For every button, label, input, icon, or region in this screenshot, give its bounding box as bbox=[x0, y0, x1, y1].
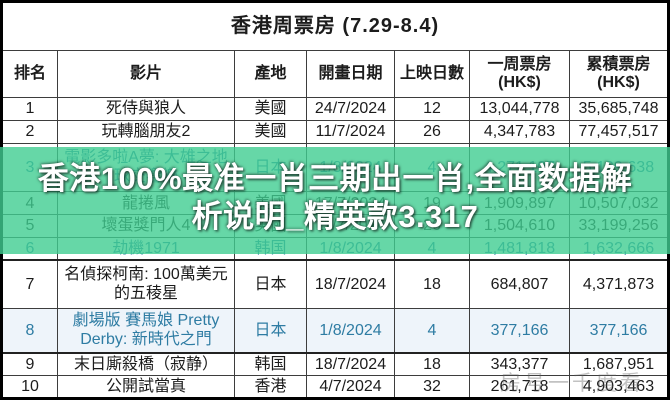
table-row: 7 名偵探柯南: 100萬美元的五稜星 日本 18/7/2024 18 684,… bbox=[1, 258, 670, 309]
cell-release-date: 11/7/2024 bbox=[306, 119, 395, 144]
cell-release-date: 17/7/2024 bbox=[306, 191, 395, 215]
table-row: 5 壞蛋獎門人4 美國 11/7/2024 26 1,504,610 33,19… bbox=[1, 213, 670, 238]
cell-weekly-gross: 13,044,778 bbox=[469, 97, 570, 121]
cell-film: 劫機1971 bbox=[57, 236, 235, 261]
cell-film: 名偵探柯南: 100萬美元的五稜星 bbox=[57, 258, 235, 309]
cell-rank: 8 bbox=[1, 307, 58, 354]
cell-weekly-gross: 4,271,107 bbox=[469, 142, 570, 193]
cell-days: 26 bbox=[394, 119, 470, 144]
cell-total-gross: 4,371,873 bbox=[568, 258, 670, 309]
cell-weekly-gross: 377,166 bbox=[469, 307, 570, 354]
cell-film: 劇場版 賽馬娘 Pretty Derby: 新時代之門 bbox=[57, 307, 235, 354]
cell-rank: 2 bbox=[1, 119, 58, 144]
cell-release-date: 24/7/2024 bbox=[306, 97, 395, 121]
cell-release-date: 18/7/2024 bbox=[306, 351, 395, 377]
col-header-weekly-gross: 一周票房 (HK$) bbox=[469, 49, 570, 99]
cell-film: 死侍與狼人 bbox=[57, 97, 235, 121]
cell-rank: 6 bbox=[1, 236, 58, 261]
cell-origin: 香港 bbox=[234, 375, 307, 399]
table-row: 2 玩轉腦朋友2 美國 11/7/2024 26 4,347,783 77,45… bbox=[1, 119, 670, 144]
cell-release-date: 11/7/2024 bbox=[306, 213, 395, 238]
cell-rank: 3 bbox=[1, 142, 58, 193]
cell-rank: 5 bbox=[1, 213, 58, 238]
col-header-release-date: 開畫日期 bbox=[306, 49, 395, 99]
cell-origin: 日本 bbox=[234, 142, 307, 193]
cell-origin: 日本 bbox=[234, 258, 307, 309]
cell-days: 18 bbox=[394, 258, 470, 309]
cell-days: 4 bbox=[394, 236, 470, 261]
cell-film: 龍捲風 bbox=[57, 191, 235, 215]
cell-film: 末日廝殺橋（寂静） bbox=[57, 351, 235, 377]
cell-days: 4 bbox=[394, 142, 470, 193]
cell-origin: 美國 bbox=[234, 119, 307, 144]
cell-film: 玩轉腦朋友2 bbox=[57, 119, 235, 144]
cell-total-gross: 1,687,951 bbox=[568, 351, 670, 377]
cell-weekly-gross: 1,481,818 bbox=[469, 236, 570, 261]
cell-release-date: 1/8/2024 bbox=[306, 142, 395, 193]
page-title: 香港周票房 (7.29-8.4) bbox=[0, 1, 670, 51]
cell-days: 19 bbox=[394, 191, 470, 215]
cell-weekly-gross: 4,347,783 bbox=[469, 119, 570, 144]
cell-origin: 美國 bbox=[234, 97, 307, 121]
cell-origin: 韩国 bbox=[234, 236, 307, 261]
col-header-origin: 產地 bbox=[234, 49, 307, 99]
table-title-row: 香港周票房 (7.29-8.4) bbox=[0, 1, 670, 51]
cell-weekly-gross: 1,504,610 bbox=[469, 213, 570, 238]
cell-release-date: 4/7/2024 bbox=[306, 375, 395, 399]
cell-total-gross: 1,632,666 bbox=[568, 236, 670, 261]
cell-total-gross: 33,199,256 bbox=[568, 213, 670, 238]
cell-total-gross: 377,166 bbox=[568, 307, 670, 354]
cell-total-gross: 4,903,463 bbox=[568, 375, 670, 399]
cell-total-gross: 10,507,032 bbox=[568, 191, 670, 215]
table-row: 10 公開試當真 香港 4/7/2024 32 261,718 4,903,46… bbox=[1, 375, 670, 399]
cell-rank: 1 bbox=[1, 97, 58, 121]
table-header-row: 排名 影片 產地 開畫日期 上映日數 一周票房 (HK$) 累積票房 (HK$) bbox=[1, 49, 670, 99]
cell-rank: 7 bbox=[1, 258, 58, 309]
table-row: 9 末日廝殺橋（寂静） 韩国 18/7/2024 18 343,377 1,68… bbox=[1, 351, 670, 377]
cell-weekly-gross: 684,807 bbox=[469, 258, 570, 309]
table-row: 3 電影多啦A夢: 大雄之地球交響樂 日本 1/8/2024 4 4,271,1… bbox=[1, 142, 670, 193]
cell-rank: 9 bbox=[1, 351, 58, 377]
cell-origin: 美國 bbox=[234, 191, 307, 215]
cell-weekly-gross: 261,718 bbox=[469, 375, 570, 399]
cell-days: 32 bbox=[394, 375, 470, 399]
cell-days: 4 bbox=[394, 307, 470, 354]
table-row: 8 劇場版 賽馬娘 Pretty Derby: 新時代之門 日本 1/8/202… bbox=[1, 307, 670, 354]
cell-total-gross: 5,199,638 bbox=[568, 142, 670, 193]
table-row: 6 劫機1971 韩国 1/8/2024 4 1,481,818 1,632,6… bbox=[1, 236, 670, 261]
cell-origin: 美國 bbox=[234, 213, 307, 238]
col-header-rank: 排名 bbox=[1, 49, 58, 99]
cell-release-date: 1/8/2024 bbox=[306, 307, 395, 354]
cell-total-gross: 77,457,517 bbox=[568, 119, 670, 144]
table-row: 1 死侍與狼人 美國 24/7/2024 12 13,044,778 35,68… bbox=[1, 97, 670, 121]
col-header-days: 上映日數 bbox=[394, 49, 470, 99]
col-header-film: 影片 bbox=[57, 49, 235, 99]
cell-days: 26 bbox=[394, 213, 470, 238]
cell-days: 18 bbox=[394, 351, 470, 377]
cell-weekly-gross: 1,909,897 bbox=[469, 191, 570, 215]
cell-rank: 10 bbox=[1, 375, 58, 399]
col-header-total-gross: 累積票房 (HK$) bbox=[568, 49, 670, 99]
table-row: 4 龍捲風 美國 17/7/2024 19 1,909,897 10,507,0… bbox=[1, 191, 670, 215]
cell-weekly-gross: 343,377 bbox=[469, 351, 570, 377]
cell-origin: 日本 bbox=[234, 307, 307, 354]
cell-release-date: 18/7/2024 bbox=[306, 258, 395, 309]
cell-film: 公開試當真 bbox=[57, 375, 235, 399]
cell-film: 壞蛋獎門人4 bbox=[57, 213, 235, 238]
cell-film: 電影多啦A夢: 大雄之地球交響樂 bbox=[57, 142, 235, 193]
cell-rank: 4 bbox=[1, 191, 58, 215]
cell-release-date: 1/8/2024 bbox=[306, 236, 395, 261]
cell-origin: 韩国 bbox=[234, 351, 307, 377]
cell-days: 12 bbox=[394, 97, 470, 121]
cell-total-gross: 35,685,748 bbox=[568, 97, 670, 121]
